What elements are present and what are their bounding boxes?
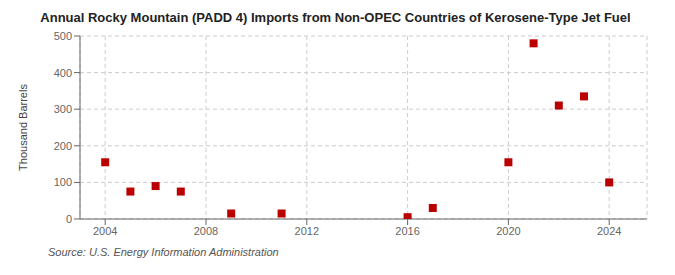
- svg-text:2024: 2024: [597, 225, 621, 237]
- svg-text:2016: 2016: [395, 225, 419, 237]
- svg-text:0: 0: [66, 213, 72, 225]
- svg-text:2020: 2020: [496, 225, 520, 237]
- html-text:Source: U.S. Energy Informatio: Source: U.S. Energy Information Administ…: [48, 246, 279, 258]
- svg-text:300: 300: [54, 103, 72, 115]
- svg-text:500: 500: [54, 30, 72, 42]
- svg-text:200: 200: [54, 140, 72, 152]
- svg-text:Thousand Barrels: Thousand Barrels: [17, 84, 29, 171]
- html-text:Annual Rocky Mountain (PADD 4): Annual Rocky Mountain (PADD 4) Imports f…: [40, 10, 631, 25]
- svg-text:400: 400: [54, 67, 72, 79]
- svg-text:100: 100: [54, 176, 72, 188]
- svg-text:2008: 2008: [194, 225, 218, 237]
- svg-text:2012: 2012: [295, 225, 319, 237]
- svg-text:2004: 2004: [93, 225, 117, 237]
